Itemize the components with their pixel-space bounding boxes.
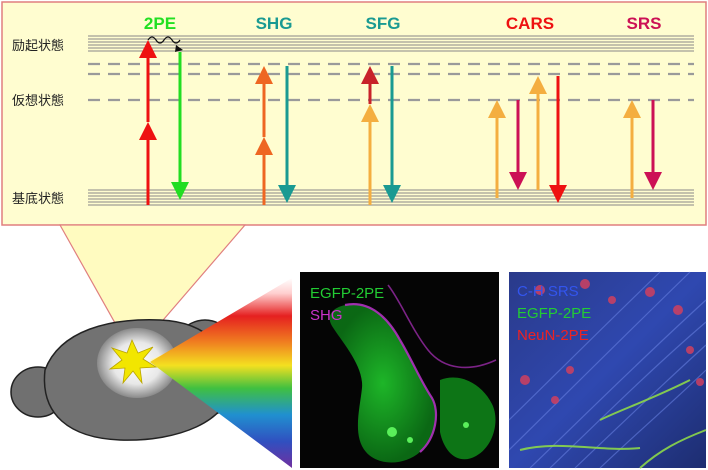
arrow-cars-pump-1 <box>488 100 506 198</box>
micrograph-right-bg <box>509 272 706 468</box>
arrow-srs-stokes <box>644 100 662 190</box>
transition-arrows <box>139 36 662 205</box>
arrow-srs-pump <box>623 100 641 198</box>
energy-diagram-panel <box>1 1 707 226</box>
level-label-excited: 励起状態 <box>12 38 64 54</box>
arrow-sfg-emission <box>383 66 401 203</box>
arrow-2pe-relaxation-head <box>175 45 183 52</box>
srs-fiber-texture <box>508 271 707 469</box>
bright-spot-2 <box>407 437 413 443</box>
focal-point-star <box>108 338 158 385</box>
egfp-processes <box>519 379 707 469</box>
micrograph-left-label-egfp: EGFP-2PE <box>310 285 384 302</box>
cell-body-left <box>329 304 436 463</box>
arrow-shg-pump-1 <box>255 137 273 205</box>
process-label-sfg: SFG <box>366 14 401 33</box>
micrograph-egfp-shg: EGFP-2PE SHG <box>300 272 499 468</box>
process-label-cars: CARS <box>506 14 554 33</box>
process-label-shg: SHG <box>256 14 293 33</box>
cell-body-right <box>440 377 496 460</box>
bright-spot-1 <box>387 427 397 437</box>
arrow-2pe-pump-1 <box>139 122 157 205</box>
process-label-2pe: 2PE <box>144 14 176 33</box>
micrograph-right-label-neun: NeuN-2PE <box>517 327 589 344</box>
arrow-cars-stokes <box>509 100 527 190</box>
micrograph-right-label-ch-srs: C-H SRS <box>517 283 579 300</box>
micrograph-srs-egfp-neun: C-H SRS EGFP-2PE NeuN-2PE <box>508 271 707 469</box>
arrow-2pe-pump-2 <box>139 40 157 122</box>
micrograph-left-label-shg: SHG <box>310 307 343 324</box>
process-label-srs: SRS <box>627 14 662 33</box>
bright-spot-3 <box>463 422 469 428</box>
arrow-cars-pump-2 <box>529 76 547 190</box>
arrow-cars-antistokes <box>549 76 567 203</box>
arrow-shg-emission <box>278 66 296 203</box>
level-label-virtual: 仮想状態 <box>12 93 64 109</box>
arrow-2pe-relaxation <box>147 36 181 44</box>
callout-beam <box>58 224 247 357</box>
arrow-2pe-emission <box>171 52 189 200</box>
neun-nuclei <box>520 279 704 404</box>
level-label-ground: 基底状態 <box>12 191 64 207</box>
arrow-sfg-pump-2 <box>361 66 379 104</box>
shg-fiber-left <box>344 303 438 453</box>
arrow-shg-pump-2 <box>255 66 273 137</box>
shg-fiber-right <box>387 284 497 369</box>
micrograph-right-label-egfp: EGFP-2PE <box>517 305 591 322</box>
arrow-sfg-pump-1 <box>361 104 379 205</box>
spectrum-fan <box>150 278 292 468</box>
